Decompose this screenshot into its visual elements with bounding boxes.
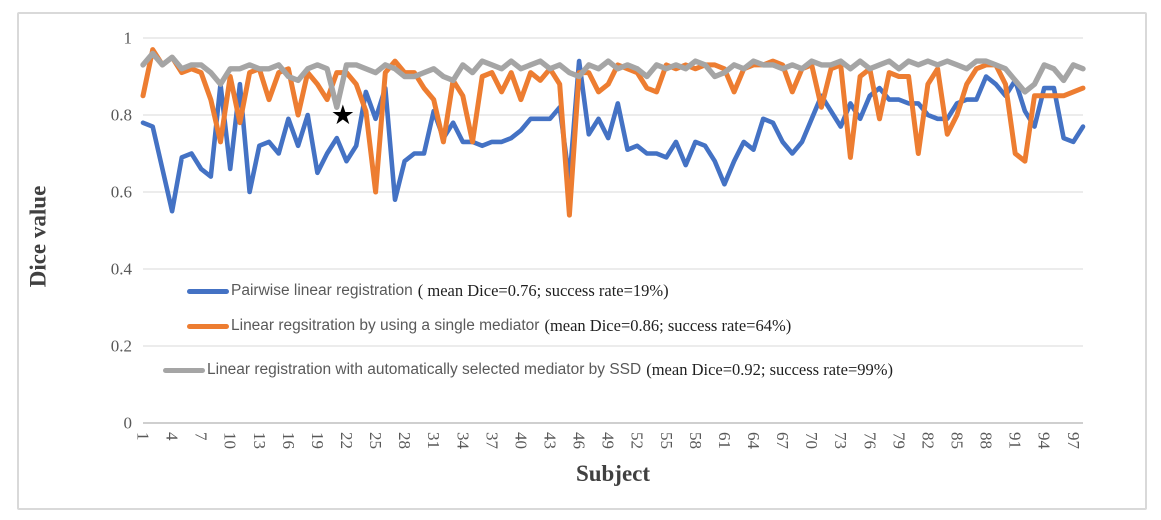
x-tick-label: 52	[628, 432, 647, 449]
x-tick-label: 76	[860, 432, 879, 449]
y-axis-title: Dice value	[26, 186, 51, 288]
x-tick-label: 79	[889, 432, 908, 449]
series-line-2	[140, 50, 1086, 111]
x-tick-label: 73	[831, 432, 850, 449]
x-tick-label: 58	[686, 432, 705, 449]
y-tick-label: 0.2	[111, 337, 132, 356]
x-tick-label: 49	[599, 432, 618, 449]
x-tick-label: 55	[657, 432, 676, 449]
x-tick-label: 94	[1035, 432, 1054, 450]
y-tick-label: 0.6	[111, 183, 132, 202]
x-tick-label: 85	[948, 432, 967, 449]
x-tick-label: 61	[715, 432, 734, 449]
x-tick-label: 13	[250, 432, 269, 449]
x-tick-label: 97	[1064, 432, 1083, 450]
x-tick-label: 10	[221, 432, 240, 449]
y-tick-label: 0	[124, 414, 133, 433]
y-tick-label: 1	[124, 29, 133, 48]
x-tick-label: 70	[802, 432, 821, 449]
x-tick-label: 7	[192, 432, 211, 441]
x-tick-label: 28	[395, 432, 414, 449]
x-tick-label: 64	[744, 432, 763, 450]
y-tick-label: 0.4	[111, 260, 133, 279]
x-tick-label: 37	[482, 432, 501, 450]
x-tick-label: 25	[366, 432, 385, 449]
x-tick-label: 19	[308, 432, 327, 449]
x-tick-label: 67	[773, 432, 792, 450]
x-tick-label: 82	[918, 432, 937, 449]
x-tick-label: 31	[424, 432, 443, 449]
x-tick-label: 1	[134, 432, 153, 441]
x-tick-label: 4	[163, 432, 182, 441]
star-marker-icon: ★	[331, 100, 355, 130]
x-tick-label: 34	[453, 432, 472, 450]
x-tick-label: 91	[1006, 432, 1025, 449]
x-axis-title: Subject	[576, 461, 650, 486]
x-tick-label: 88	[977, 432, 996, 449]
series-line-1	[140, 47, 1086, 218]
x-tick-label: 46	[570, 432, 589, 449]
x-tick-label: 43	[541, 432, 560, 449]
x-tick-label: 22	[337, 432, 356, 449]
x-tick-label: 40	[511, 432, 530, 449]
x-tick-label: 16	[279, 432, 298, 449]
y-tick-label: 0.8	[111, 106, 132, 125]
